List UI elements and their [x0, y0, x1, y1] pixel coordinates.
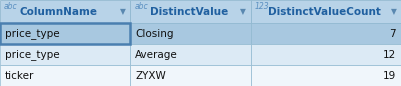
Text: ticker: ticker [5, 71, 34, 80]
Text: ColumnName: ColumnName [19, 7, 97, 17]
Text: ▼: ▼ [120, 7, 126, 16]
Bar [251, 23, 401, 44]
Text: 12: 12 [383, 50, 396, 60]
Bar [0, 23, 130, 44]
Text: abc: abc [134, 2, 148, 11]
Bar [251, 65, 401, 86]
Text: DistinctValue: DistinctValue [150, 7, 228, 17]
Text: ▼: ▼ [241, 7, 246, 16]
Bar [130, 44, 251, 65]
Text: 123: 123 [255, 2, 269, 11]
Bar [0, 65, 130, 86]
Text: DistinctValueCount: DistinctValueCount [268, 7, 381, 17]
Bar [251, 44, 401, 65]
Bar [0, 0, 130, 23]
Text: Closing: Closing [135, 29, 174, 39]
Bar [0, 23, 130, 44]
Bar [130, 65, 251, 86]
Text: abc: abc [4, 2, 18, 11]
Text: price_type: price_type [5, 49, 59, 60]
Text: 19: 19 [383, 71, 396, 80]
Text: ▼: ▼ [391, 7, 397, 16]
Text: Average: Average [135, 50, 178, 60]
Text: ZYXW: ZYXW [135, 71, 166, 80]
Text: price_type: price_type [5, 28, 59, 39]
Text: 7: 7 [389, 29, 396, 39]
Bar [130, 23, 251, 44]
Bar [130, 0, 251, 23]
Bar [251, 0, 401, 23]
Bar [0, 44, 130, 65]
